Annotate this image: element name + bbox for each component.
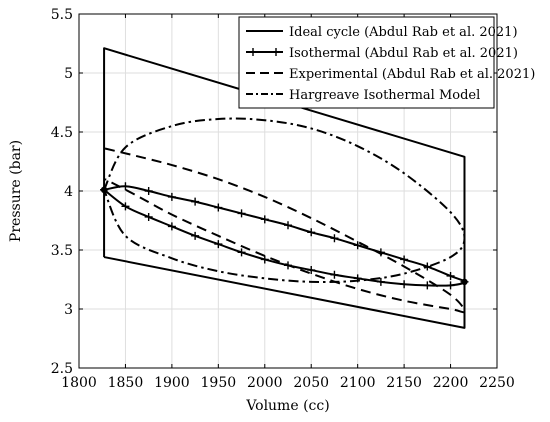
series-line-4 — [103, 117, 466, 284]
series-marker — [376, 277, 385, 286]
y-tick-label: 3 — [64, 302, 73, 318]
series-marker — [167, 222, 176, 231]
y-tick-label: 5 — [64, 66, 73, 82]
series-marker — [330, 234, 339, 243]
series-marker — [400, 280, 409, 289]
legend-marker — [249, 48, 257, 56]
x-tick-label: 2250 — [479, 375, 515, 391]
series-marker — [191, 231, 200, 240]
series-marker — [307, 228, 316, 237]
legend: Ideal cycle (Abdul Rab et al. 2021) Isoth… — [238, 16, 535, 109]
series-marker — [144, 212, 153, 221]
series-marker — [191, 197, 200, 206]
series-marker — [330, 270, 339, 279]
y-tick-label: 2.5 — [51, 361, 73, 377]
series-marker — [400, 255, 409, 264]
series-line-3 — [104, 147, 466, 314]
legend-label-2: Isothermal (Abdul Rab et al. 2021) — [289, 46, 518, 61]
series-marker — [353, 241, 362, 250]
series-marker — [446, 271, 455, 280]
x-tick-label: 1950 — [201, 375, 237, 391]
x-tick-label: 2200 — [433, 375, 469, 391]
series-marker — [167, 192, 176, 201]
x-axis-label: Volume (cc) — [245, 398, 329, 414]
state-point — [100, 186, 108, 194]
series-marker — [144, 187, 153, 195]
y-tick-label: 4.5 — [51, 125, 73, 141]
series-marker — [214, 203, 223, 212]
state-point — [461, 278, 468, 286]
y-axis-label: Pressure (bar) — [8, 140, 24, 242]
legend-marker — [272, 48, 280, 56]
x-tick-label: 1800 — [61, 375, 97, 391]
y-tick-label: 3.5 — [51, 243, 73, 259]
series-marker — [237, 209, 246, 218]
x-tick-label: 2050 — [293, 375, 329, 391]
x-tick-label: 2150 — [386, 375, 422, 391]
ticks: 1800 1850 1900 1950 2000 2050 2100 2150 2200 2250… — [51, 7, 515, 391]
legend-box — [238, 16, 495, 109]
series-marker — [214, 240, 223, 249]
y-tick-label: 4 — [64, 184, 73, 200]
series-marker — [284, 221, 292, 230]
series-marker — [237, 248, 246, 257]
legend-label-1: Ideal cycle (Abdul Rab et al. 2021) — [289, 25, 518, 40]
series-marker — [307, 266, 316, 275]
series-line-2 — [103, 185, 466, 287]
series-marker — [446, 281, 455, 290]
series-marker — [423, 281, 432, 290]
legend-label-3: Experimental (Abdul Rab et al. 2021) — [289, 67, 535, 82]
legend-label-4: Hargreave Isothermal Model — [289, 88, 480, 103]
series-marker — [121, 202, 130, 211]
series-marker — [260, 255, 269, 264]
series-layer — [100, 47, 469, 329]
x-tick-label: 2000 — [247, 375, 283, 391]
x-tick-label: 1850 — [108, 375, 144, 391]
y-tick-label: 5.5 — [51, 7, 73, 23]
series-marker — [423, 262, 432, 271]
series-line-1 — [103, 47, 466, 329]
x-tick-label: 1900 — [154, 375, 190, 391]
x-tick-label: 2100 — [340, 375, 376, 391]
series-marker — [121, 182, 130, 191]
series-marker — [260, 215, 269, 224]
